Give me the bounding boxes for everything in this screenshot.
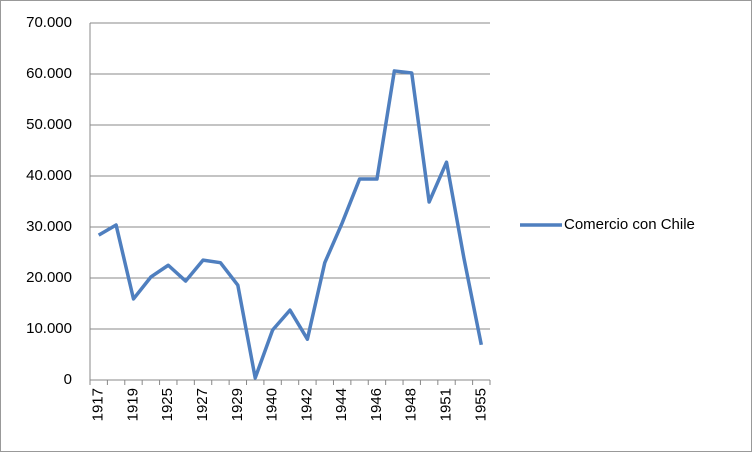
y-tick-label: 60.000 <box>26 65 72 82</box>
y-tick-label: 30.000 <box>26 218 72 235</box>
y-tick-label: 70.000 <box>26 14 72 31</box>
y-tick-label: 10.000 <box>26 320 72 337</box>
x-tick-label: 1942 <box>298 388 315 421</box>
x-tick-label: 1917 <box>90 388 107 421</box>
x-tick-label: 1940 <box>264 388 281 421</box>
y-tick-label: 40.000 <box>26 167 72 184</box>
y-tick-label: 0 <box>64 371 72 388</box>
x-tick-label: 1927 <box>194 388 211 421</box>
x-tick-label: 1955 <box>472 388 489 421</box>
x-tick-label: 1948 <box>403 388 420 421</box>
y-tick-label: 20.000 <box>26 269 72 286</box>
x-tick-label: 1944 <box>333 388 350 421</box>
x-tick-label: 1951 <box>437 388 454 421</box>
x-tick-label: 1929 <box>229 388 246 421</box>
x-tick-label: 1946 <box>368 388 385 421</box>
y-tick-label: 50.000 <box>26 116 72 133</box>
legend-label: Comercio con Chile <box>564 216 695 233</box>
x-tick-label: 1919 <box>124 388 141 421</box>
x-tick-label: 1925 <box>159 388 176 421</box>
line-series <box>97 69 484 380</box>
